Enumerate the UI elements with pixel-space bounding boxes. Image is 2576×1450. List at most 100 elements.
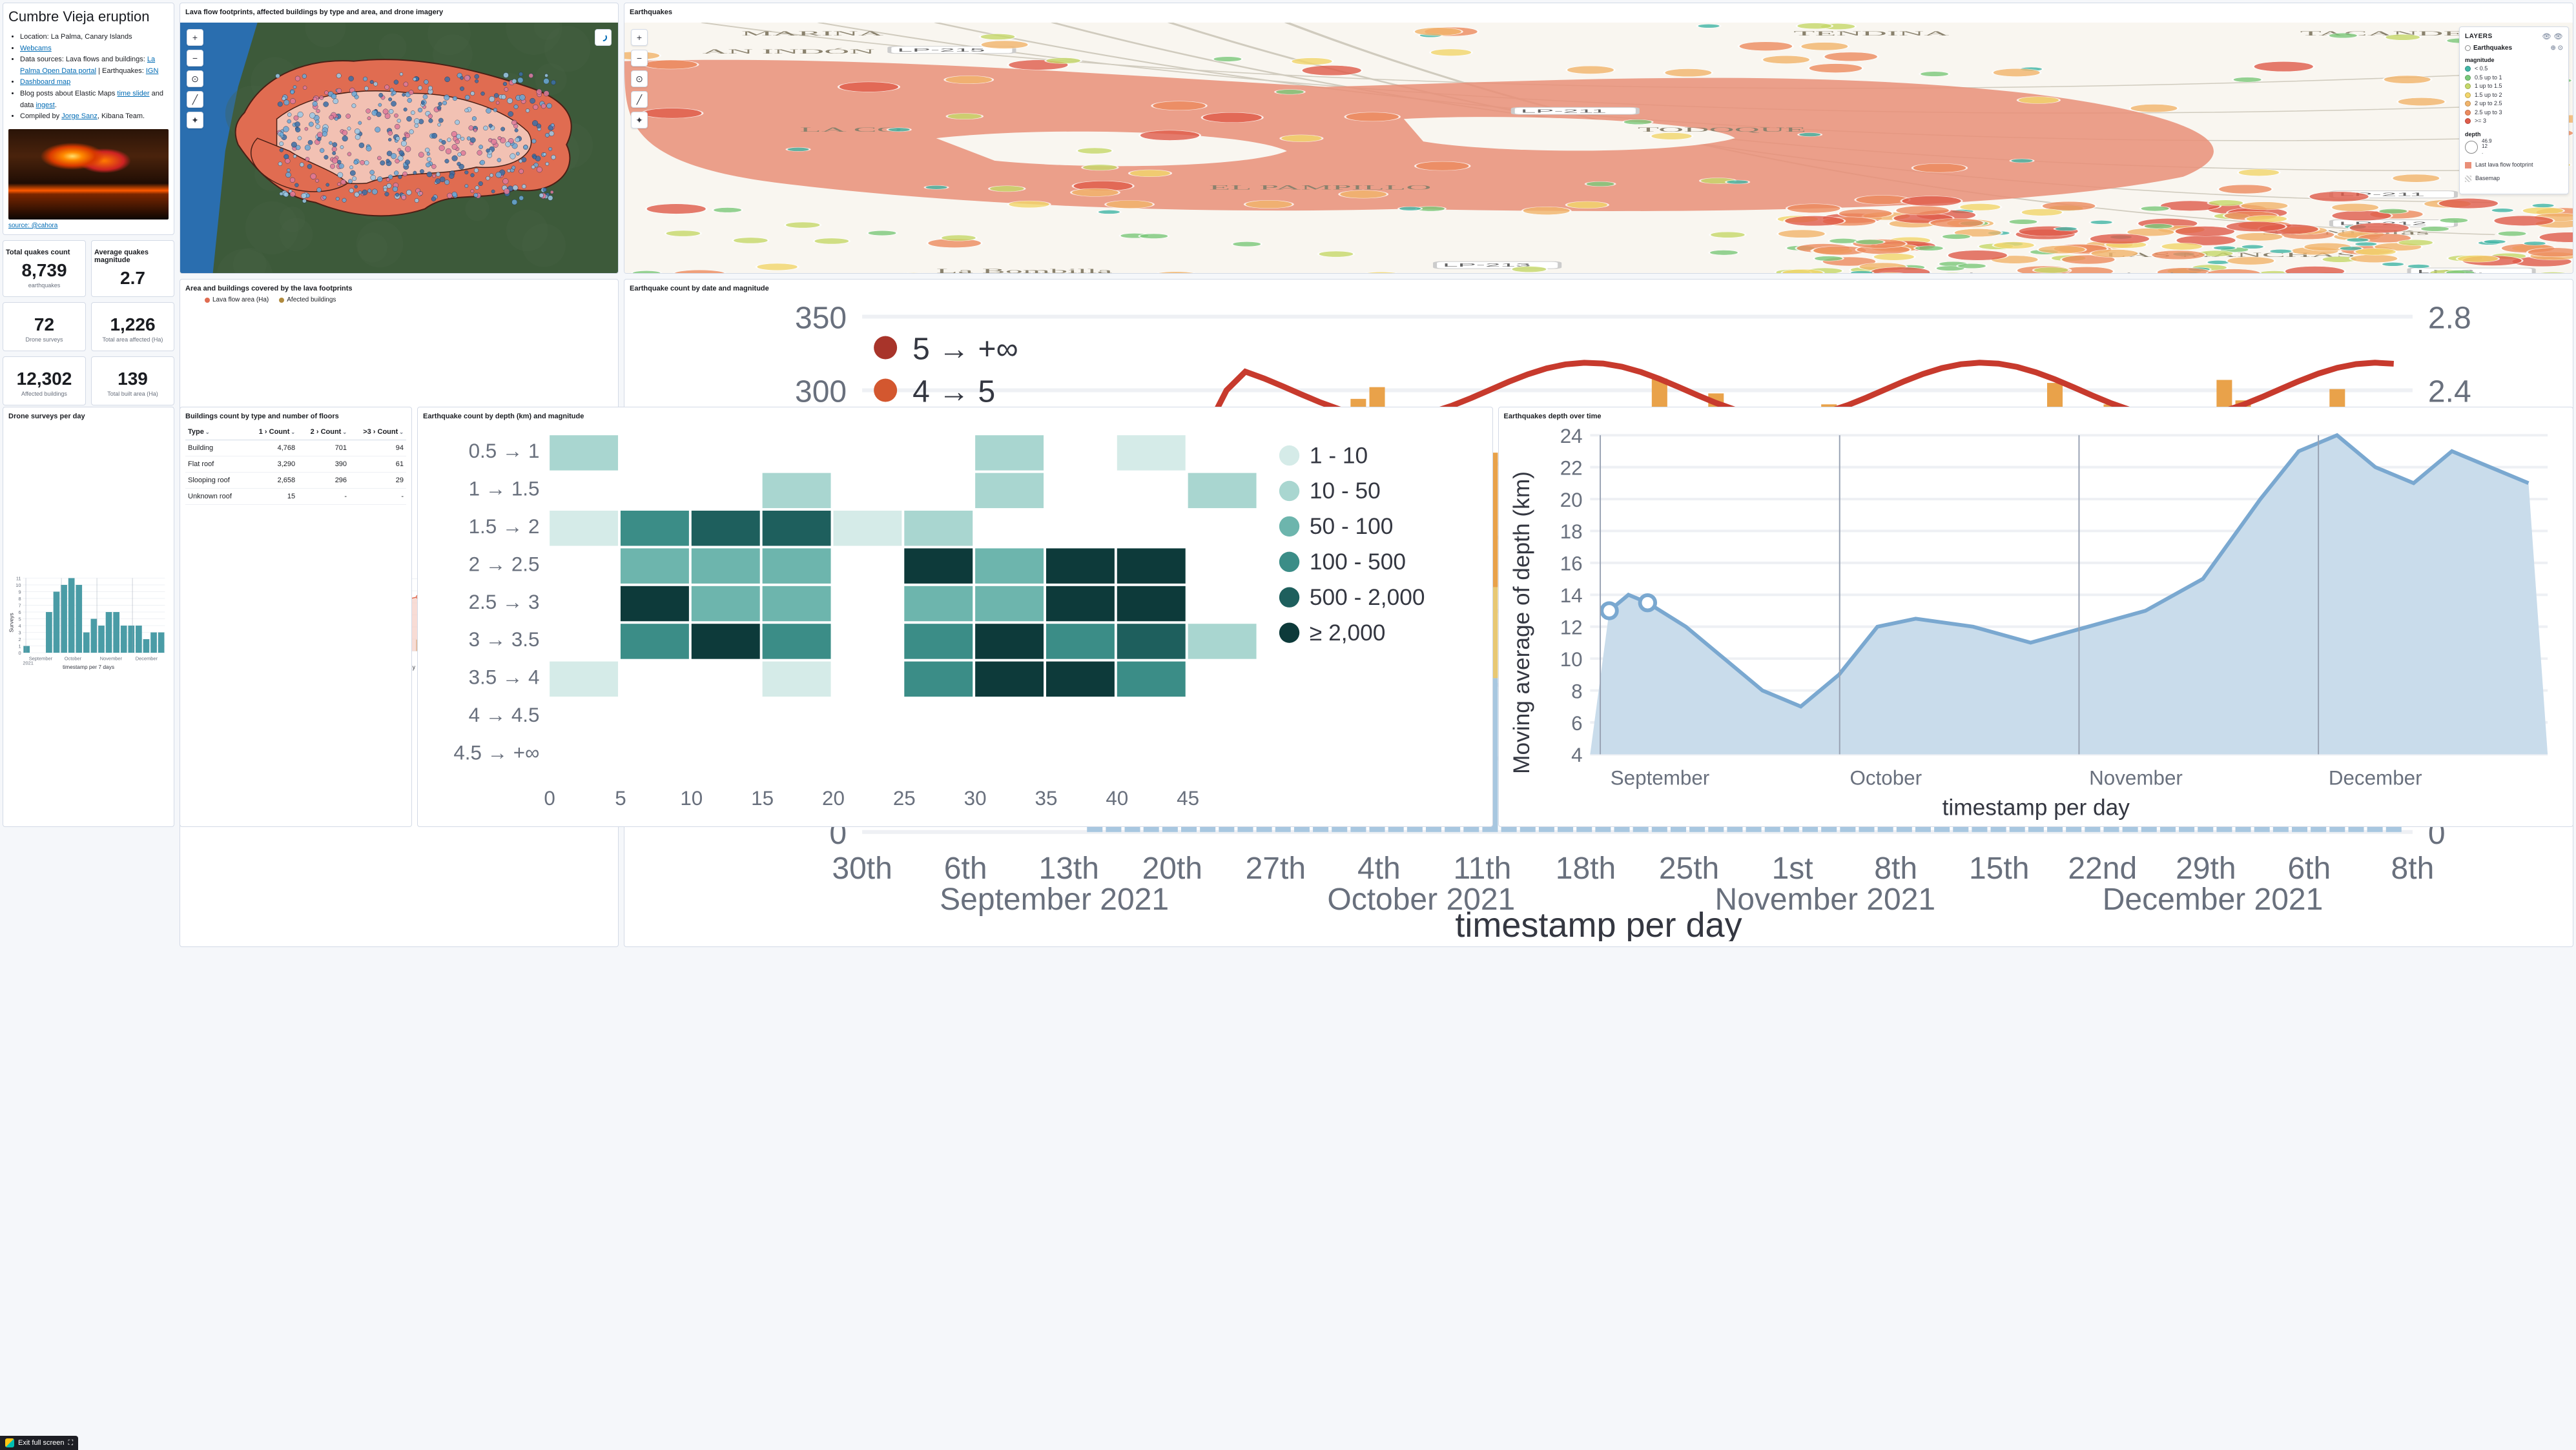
webcams-link[interactable]: Webcams [20, 45, 52, 52]
svg-text:0: 0 [544, 787, 555, 810]
table-header[interactable]: Type⌄ [185, 424, 246, 440]
svg-text:TENDINA: TENDINA [1793, 30, 1949, 37]
exit-fullscreen-button[interactable]: Exit full screen ⛶ [0, 1436, 78, 1450]
timeslider-link[interactable]: time slider [117, 90, 149, 97]
ign-link[interactable]: IGN [146, 67, 159, 75]
metric-area-affected: 1,226 Total area affected (Ha) [91, 302, 174, 351]
svg-text:2021: 2021 [23, 660, 34, 666]
svg-text:2: 2 [18, 637, 21, 642]
svg-text:6: 6 [1571, 712, 1582, 735]
svg-text:October: October [65, 655, 82, 661]
svg-text:20: 20 [822, 787, 845, 810]
metric-drone-surveys: 72 Drone surveys [3, 302, 86, 351]
svg-text:5: 5 [615, 787, 626, 810]
svg-text:9: 9 [18, 589, 21, 595]
svg-text:25: 25 [893, 787, 916, 810]
zoom-out-button[interactable]: − [631, 50, 648, 66]
svg-text:4 → 5: 4 → 5 [912, 375, 995, 409]
svg-text:3: 3 [18, 629, 21, 635]
svg-text:350: 350 [795, 301, 847, 336]
svg-text:1.5 → 2: 1.5 → 2 [469, 515, 540, 538]
dashboard-map-link[interactable]: Dashboard map [20, 78, 70, 86]
bullet-compiled: Compiled by Jorge Sanz, Kibana Team. [20, 111, 169, 123]
svg-text:10: 10 [15, 582, 21, 588]
svg-text:27th: 27th [1246, 852, 1306, 886]
fit-bounds-button[interactable]: ⊙ [187, 70, 203, 87]
svg-text:13th: 13th [1039, 852, 1099, 886]
fit-bounds-button[interactable]: ⊙ [631, 70, 648, 87]
svg-text:November: November [100, 655, 123, 661]
svg-text:24: 24 [1560, 425, 1582, 447]
svg-text:TACANDE: TACANDE [2300, 30, 2465, 37]
svg-text:September: September [1610, 767, 1709, 790]
svg-text:October: October [1850, 767, 1922, 790]
svg-text:22: 22 [1560, 456, 1582, 479]
svg-text:December 2021: December 2021 [2103, 883, 2324, 917]
depth-heatmap-panel: Earthquake count by depth (km) and magni… [417, 407, 1493, 827]
svg-text:40: 40 [1106, 787, 1128, 810]
svg-text:12: 12 [1560, 617, 1582, 639]
bullet-datasources: Data sources: Lava flows and buildings: … [20, 54, 169, 77]
line-tool-button[interactable]: ╱ [187, 91, 203, 108]
table-header[interactable]: 2 › Count⌄ [298, 424, 349, 440]
svg-text:10 - 50: 10 - 50 [1310, 478, 1381, 504]
ingest-link[interactable]: ingest [36, 101, 54, 109]
svg-text:25th: 25th [1659, 852, 1719, 886]
eye-icon[interactable]: 👁 👁 [2542, 32, 2564, 41]
svg-text:15th: 15th [1969, 852, 2029, 886]
svg-text:7: 7 [18, 602, 21, 608]
svg-text:20th: 20th [1142, 852, 1202, 886]
metric-affected-buildings: 12,302 Affected buildings [3, 356, 86, 405]
author-link[interactable]: Jorge Sanz [61, 112, 98, 120]
shape-tool-button[interactable]: ✦ [187, 112, 203, 128]
zoom-out-button[interactable]: − [187, 50, 203, 66]
zoom-in-button[interactable]: + [187, 29, 203, 46]
svg-text:4: 4 [18, 623, 21, 629]
svg-text:8: 8 [1571, 680, 1582, 702]
svg-text:8th: 8th [1874, 852, 1917, 886]
svg-text:14: 14 [1560, 584, 1582, 607]
table-header[interactable]: 1 › Count⌄ [246, 424, 298, 440]
intro-bullets: Location: La Palma, Canary Islands Webca… [8, 32, 169, 123]
svg-text:18: 18 [1560, 520, 1582, 543]
lava-map-panel: Lava flow footprints, affected buildings… [180, 3, 619, 274]
svg-text:20: 20 [1560, 489, 1582, 511]
svg-text:6th: 6th [944, 852, 987, 886]
buildings-table: Type⌄1 › Count⌄2 › Count⌄>3 › Count⌄ Bui… [185, 424, 406, 505]
svg-text:AN INDÓN: AN INDÓN [703, 48, 875, 55]
table-row: Slooping roof2,65829629 [185, 473, 406, 489]
depth-time-panel: Earthquakes depth over time 468101214161… [1498, 407, 2574, 827]
bullet-blog: Blog posts about Elastic Maps time slide… [20, 88, 169, 111]
table-header[interactable]: >3 › Count⌄ [349, 424, 406, 440]
table-row: Building4,76870194 [185, 440, 406, 456]
image-source-link[interactable]: source: @cahora [8, 222, 57, 229]
metric-built-area: 139 Total built area (Ha) [91, 356, 174, 405]
svg-text:4: 4 [1571, 744, 1582, 766]
shape-tool-button[interactable]: ✦ [631, 112, 648, 128]
page-title: Cumbre Vieja eruption [8, 8, 169, 25]
lava-map[interactable]: + − ⊙ ╱ ✦ [180, 23, 618, 274]
svg-text:4 → 4.5: 4 → 4.5 [469, 704, 540, 726]
layers-legend: LAYERS👁 👁 Earthquakes ⊕ ⊙ magnitude < 0.… [2459, 26, 2569, 194]
svg-text:22nd: 22nd [2068, 852, 2137, 886]
svg-text:45: 45 [1177, 787, 1199, 810]
svg-text:2 → 2.5: 2 → 2.5 [469, 553, 540, 575]
svg-text:November: November [2089, 767, 2183, 790]
earthquakes-map[interactable]: + − ⊙ ╱ ✦ MARINAAN INDÓNTENDINATACANDELA… [624, 23, 2573, 274]
svg-text:0: 0 [18, 650, 21, 656]
intro-panel: Cumbre Vieja eruption Location: La Palma… [3, 3, 174, 235]
svg-text:3.5 → 4: 3.5 → 4 [469, 666, 540, 689]
svg-text:4th: 4th [1357, 852, 1401, 886]
svg-text:TODOQUE: TODOQUE [1638, 127, 1806, 133]
line-tool-button[interactable]: ╱ [631, 91, 648, 108]
svg-text:5 → +∞: 5 → +∞ [912, 332, 1018, 367]
svg-text:18th: 18th [1556, 852, 1616, 886]
zoom-in-button[interactable]: + [631, 29, 648, 46]
svg-text:29th: 29th [2176, 852, 2236, 886]
svg-text:September 2021: September 2021 [940, 883, 1169, 917]
map-tools-quakes: + − ⊙ ╱ ✦ [631, 29, 648, 128]
elastic-logo-icon [5, 1438, 14, 1447]
volcano-image [8, 129, 169, 220]
svg-text:300: 300 [795, 375, 847, 409]
svg-text:0.5 → 1: 0.5 → 1 [469, 440, 540, 462]
